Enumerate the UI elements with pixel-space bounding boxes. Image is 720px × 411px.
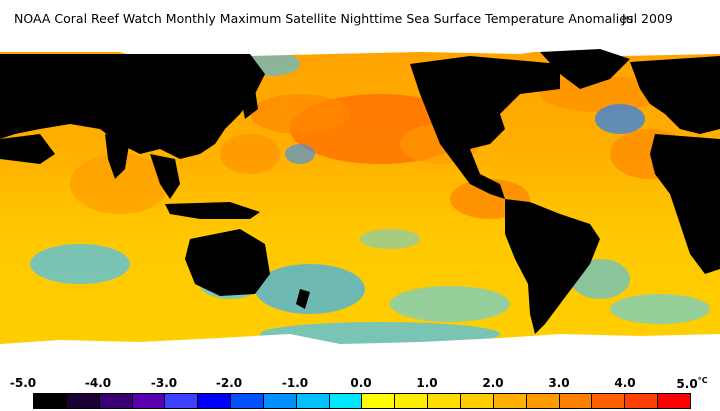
- title-text: NOAA Coral Reef Watch Monthly Maximum Sa…: [14, 11, 634, 26]
- tick-label: -5.0: [9, 376, 37, 390]
- tick-label: 5.0: [676, 377, 698, 391]
- warm-anomaly-patches: [70, 76, 690, 219]
- color-swatch: [165, 394, 199, 408]
- greenland: [540, 49, 630, 89]
- color-swatch: [34, 394, 67, 408]
- color-swatch: [559, 394, 593, 408]
- southeast-asia: [150, 154, 180, 199]
- color-swatch: [460, 394, 494, 408]
- color-scale-bar: [33, 393, 691, 409]
- color-swatch: [132, 394, 166, 408]
- color-swatch: [592, 394, 626, 408]
- color-swatch: [395, 394, 429, 408]
- tick-label: -3.0: [150, 376, 178, 390]
- color-swatch: [198, 394, 232, 408]
- tick-label: 0.0: [350, 376, 372, 390]
- australia: [185, 229, 270, 296]
- legend-tick-labels: -5.0 -4.0 -3.0 -2.0 -1.0 0.0 1.0 2.0 3.0…: [0, 376, 720, 392]
- india: [105, 134, 130, 179]
- tick-label: 2.0: [482, 376, 504, 390]
- tick-label: -2.0: [215, 376, 243, 390]
- africa: [650, 134, 720, 274]
- color-swatch: [428, 394, 461, 408]
- madagascar: [698, 244, 708, 269]
- color-swatch: [263, 394, 297, 408]
- new-zealand: [296, 289, 310, 309]
- color-swatch: [329, 394, 363, 408]
- europe: [630, 56, 720, 134]
- japan: [240, 89, 258, 119]
- tick-label: 3.0: [548, 376, 570, 390]
- unit-label: °C: [697, 376, 708, 385]
- color-swatch: [362, 394, 396, 408]
- indonesia: [165, 202, 260, 219]
- color-swatch: [66, 394, 100, 408]
- sea-ice: [0, 34, 720, 58]
- tick-label: 1.0: [416, 376, 438, 390]
- asia: [0, 54, 265, 159]
- color-swatch: [493, 394, 527, 408]
- land-masses: [0, 49, 720, 334]
- tick-label: -1.0: [281, 376, 309, 390]
- arabia: [0, 134, 55, 164]
- antarctic-ice: [0, 334, 720, 369]
- color-swatch: [99, 394, 133, 408]
- date-label: Jul 2009: [622, 11, 673, 26]
- sst-anomaly-map: [0, 34, 720, 369]
- tick-label-max: 5.0°C: [676, 376, 707, 391]
- color-swatch: [526, 394, 560, 408]
- tick-label: -4.0: [84, 376, 112, 390]
- color-swatch: [296, 394, 330, 408]
- south-america: [505, 199, 600, 334]
- north-america: [410, 56, 560, 199]
- tick-label: 4.0: [614, 376, 636, 390]
- color-swatch: [658, 394, 690, 408]
- cool-anomaly-patches: [25, 52, 710, 346]
- color-swatch: [625, 394, 659, 408]
- map-title: NOAA Coral Reef Watch Monthly Maximum Sa…: [0, 0, 720, 34]
- color-swatch: [231, 394, 264, 408]
